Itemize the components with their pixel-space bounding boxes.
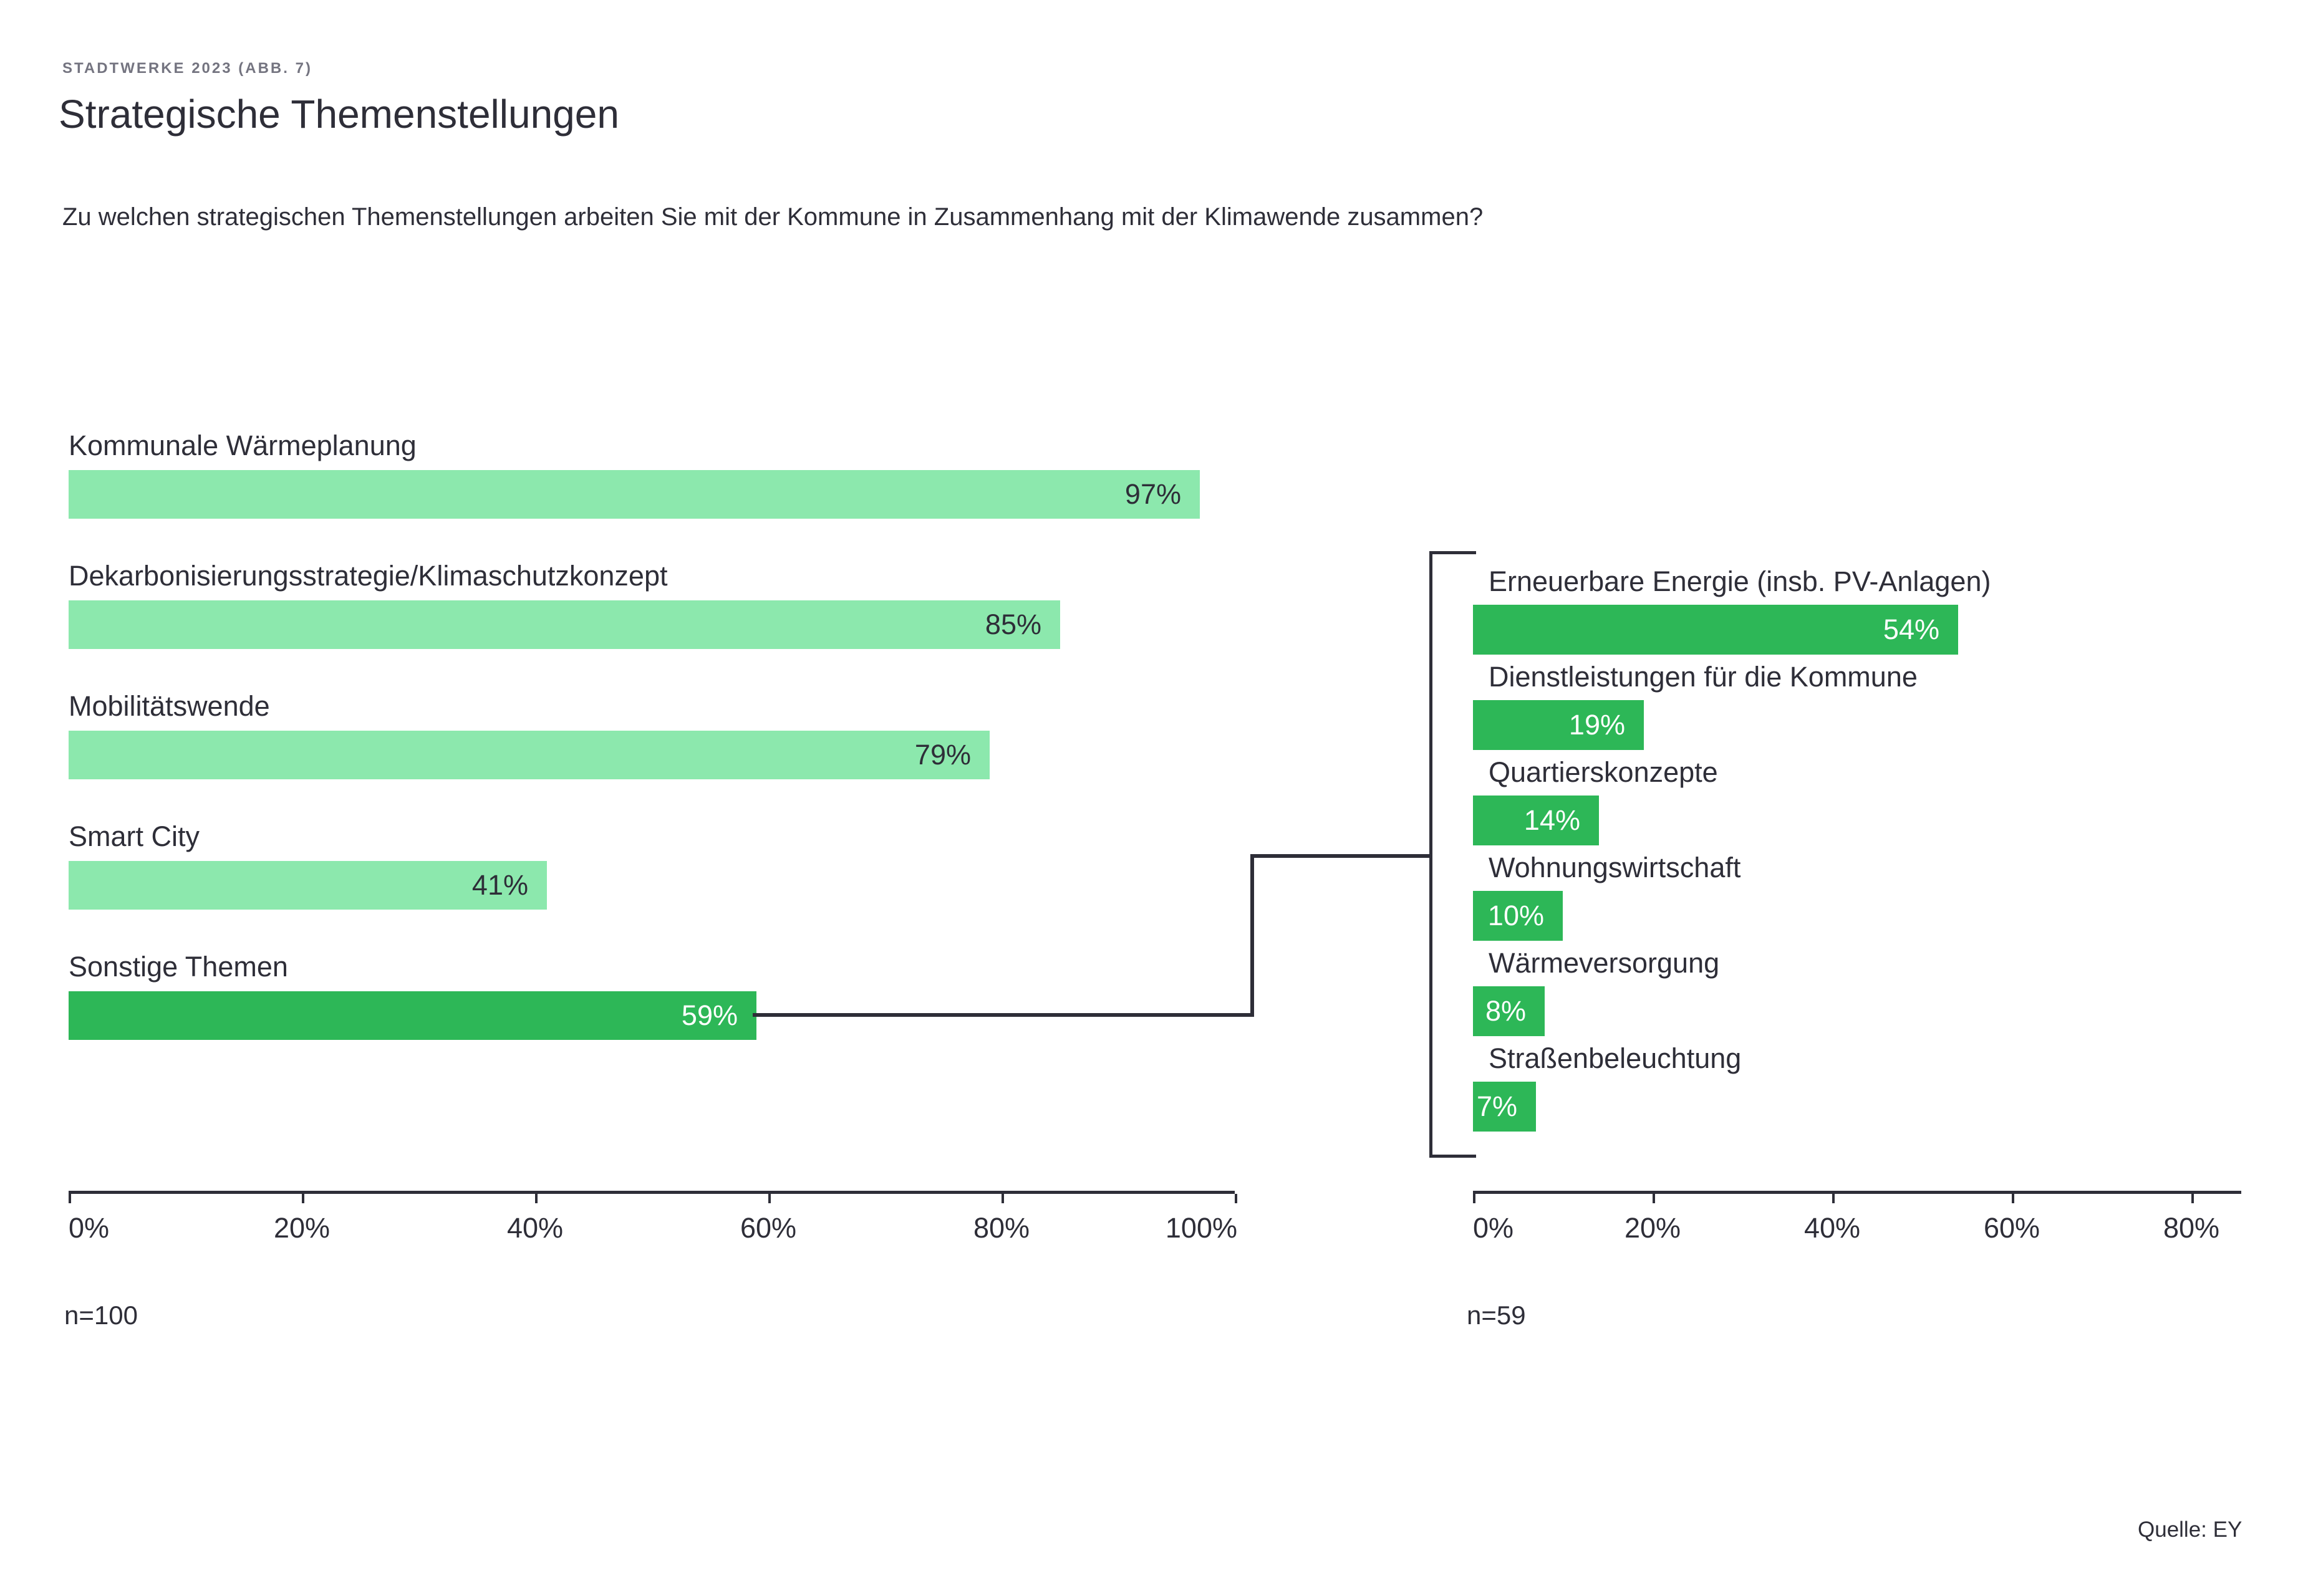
axis-tick [535, 1194, 538, 1203]
x-axis-line [1473, 1191, 2241, 1194]
axis-tick-label: 0% [69, 1212, 110, 1244]
axis-tick-label: 100% [1165, 1212, 1237, 1244]
bar-value-label: 54% [1883, 613, 1939, 645]
bar-value-label: 19% [1568, 709, 1625, 741]
category-label: Kommunale Wärmeplanung [69, 430, 417, 461]
bracket-bottom-cap [1429, 1155, 1476, 1158]
category-label: Dekarbonisierungsstrategie/Klimaschutzko… [69, 560, 668, 592]
axis-tick [2012, 1194, 2014, 1203]
bar: 14% [1473, 796, 1599, 845]
axis-tick [1653, 1194, 1655, 1203]
sample-size-main: n=100 [64, 1300, 138, 1330]
bar: 19% [1473, 700, 1644, 750]
bar-value-label: 10% [1487, 900, 1544, 931]
bar-value-label: 41% [471, 869, 528, 901]
axis-tick [1473, 1194, 1475, 1203]
axis-tick [768, 1194, 771, 1203]
source-label: Quelle: EY [2138, 1517, 2242, 1542]
category-label: Quartierskonzepte [1489, 756, 1718, 788]
bar: 85% [69, 600, 1060, 649]
figure-eyebrow: STADTWERKE 2023 (ABB. 7) [62, 60, 312, 77]
axis-tick [1832, 1194, 1835, 1203]
category-label: Wärmeversorgung [1489, 947, 1720, 979]
bar-value-label: 59% [681, 999, 738, 1031]
axis-tick-label: 20% [1624, 1212, 1681, 1244]
connector-line-vertical [1250, 854, 1254, 1017]
figure-question: Zu welchen strategischen Themenstellunge… [62, 203, 1484, 231]
bar: 10% [1473, 891, 1563, 941]
bar-value-label: 97% [1124, 478, 1181, 510]
category-label: Wohnungswirtschaft [1489, 852, 1741, 883]
axis-tick [69, 1194, 71, 1203]
axis-tick-label: 40% [506, 1212, 564, 1244]
axis-tick-label: 80% [973, 1212, 1030, 1244]
bar-value-label: 7% [1476, 1090, 1517, 1122]
category-label: Dienstleistungen für die Kommune [1489, 661, 1918, 693]
connector-line-horizontal [753, 1013, 1254, 1017]
category-label: Mobilitätswende [69, 690, 270, 722]
bar-value-label: 79% [914, 739, 971, 771]
bracket-vertical-line [1429, 551, 1432, 1158]
bar-value-label: 14% [1523, 804, 1580, 836]
bar: 79% [69, 731, 990, 779]
x-axis-line [69, 1191, 1235, 1194]
bar-value-label: 85% [985, 608, 1041, 640]
connector-line-to-bracket [1250, 854, 1429, 858]
category-label: Sonstige Themen [69, 951, 288, 983]
axis-tick [1002, 1194, 1004, 1203]
category-label: Erneuerbare Energie (insb. PV-Anlagen) [1489, 565, 1991, 597]
axis-tick-label: 0% [1473, 1212, 1514, 1244]
axis-tick-label: 60% [740, 1212, 797, 1244]
axis-tick [1235, 1194, 1237, 1203]
bar: 54% [1473, 605, 1958, 655]
bar: 97% [69, 470, 1200, 519]
bar-value-label: 8% [1485, 995, 1526, 1027]
bar: 7% [1473, 1082, 1536, 1132]
axis-tick-label: 40% [1803, 1212, 1861, 1244]
axis-tick [302, 1194, 304, 1203]
axis-tick-label: 60% [1983, 1212, 2040, 1244]
axis-tick-label: 20% [273, 1212, 331, 1244]
axis-tick-label: 80% [2163, 1212, 2220, 1244]
category-label: Straßenbeleuchtung [1489, 1042, 1742, 1074]
bar: 59% [69, 991, 756, 1040]
bar: 41% [69, 861, 547, 910]
bracket-top-cap [1429, 551, 1476, 554]
sample-size-detail: n=59 [1467, 1300, 1526, 1330]
axis-tick [2191, 1194, 2194, 1203]
category-label: Smart City [69, 820, 200, 852]
bar: 8% [1473, 986, 1545, 1036]
figure-title: Strategische Themenstellungen [59, 92, 619, 137]
